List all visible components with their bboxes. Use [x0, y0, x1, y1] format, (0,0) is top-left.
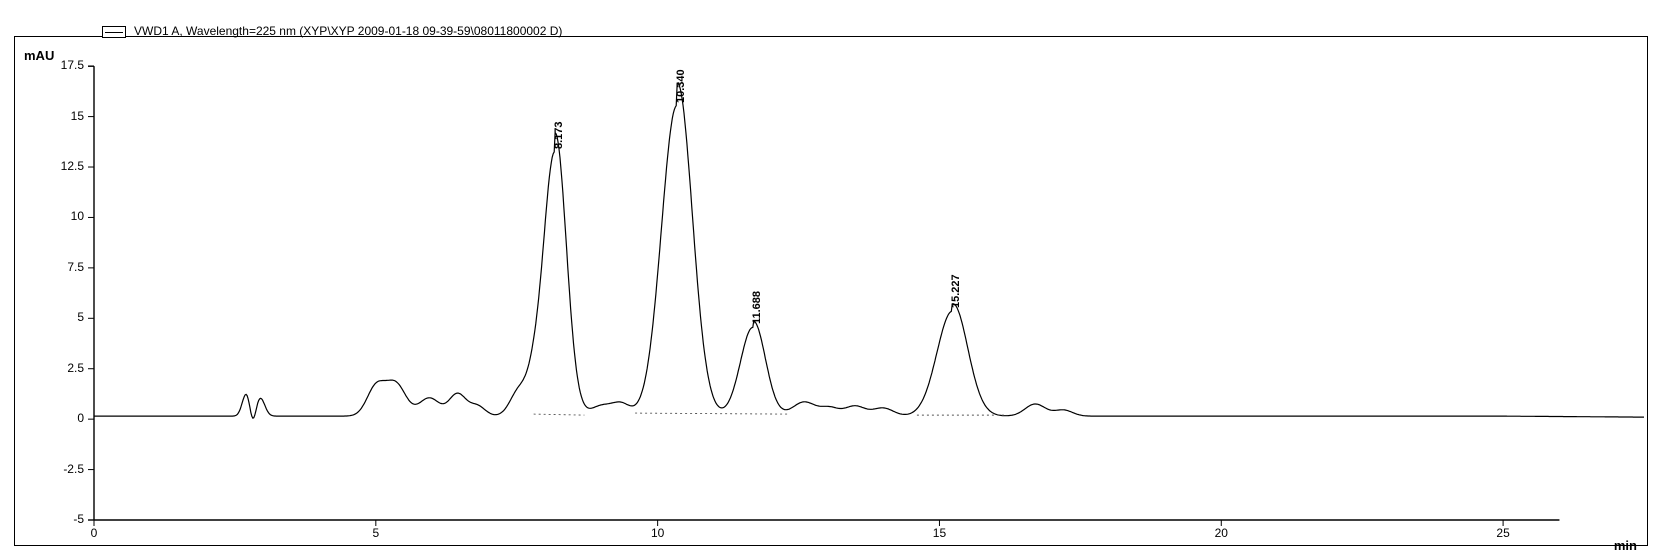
x-tick-label: 25	[1496, 526, 1509, 540]
x-tick-label: 0	[91, 526, 98, 540]
y-tick-label: 12.5	[44, 159, 84, 173]
y-tick-label: -5	[44, 512, 84, 526]
peak-label: 15.227	[950, 275, 962, 309]
x-tick-label: 20	[1215, 526, 1228, 540]
peak-label: 10.340	[675, 69, 687, 103]
x-tick-label: 10	[651, 526, 664, 540]
y-tick-label: 17.5	[44, 58, 84, 72]
y-tick-label: 0	[44, 411, 84, 425]
peak-label: 8.173	[553, 121, 565, 149]
y-tick-label: 5	[44, 310, 84, 324]
x-tick-label: 5	[372, 526, 379, 540]
y-tick-label: 2.5	[44, 361, 84, 375]
y-tick-label: 10	[44, 209, 84, 223]
x-tick-label: 15	[933, 526, 946, 540]
peak-label: 11.688	[751, 291, 763, 324]
chromatogram-plot	[14, 36, 1648, 546]
y-tick-label: 15	[44, 109, 84, 123]
y-tick-label: 7.5	[44, 260, 84, 274]
y-tick-label: -2.5	[44, 462, 84, 476]
